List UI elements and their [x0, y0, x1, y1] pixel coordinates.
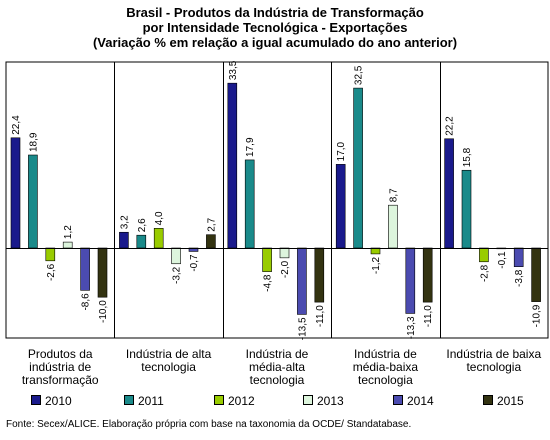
data-label-2011-3: 32,5 [354, 65, 365, 85]
data-label-2013-1: -3,2 [172, 266, 183, 284]
category-label-3-0: Indústria de [354, 347, 417, 361]
data-label-2014-4: -3,8 [514, 269, 525, 287]
category-label-0-2: transformação [22, 373, 99, 387]
bar-2010-3 [335, 164, 346, 249]
data-label-2011-2: 17,9 [245, 137, 256, 157]
data-label-2010-0: 22,4 [11, 115, 22, 135]
data-label-2014-0: -8,6 [81, 293, 92, 311]
bar-2013-1 [171, 247, 181, 265]
data-label-2011-0: 18,9 [28, 132, 39, 152]
bar-2010-2 [227, 82, 238, 249]
data-label-2012-2: -4,8 [263, 274, 274, 292]
legend-label-2010: 2010 [45, 394, 72, 408]
bar-2012-4 [479, 247, 489, 263]
legend-label-2013: 2013 [317, 394, 344, 408]
chart-legend: 2010 2011 2012 2013 2014 2015 [0, 394, 550, 410]
legend-swatch-2014 [393, 395, 403, 405]
title-line-3: (Variação % em relação a igual acumulado… [92, 35, 458, 50]
legend-swatch-2015 [483, 395, 493, 405]
bar-2013-0 [62, 241, 73, 249]
legend-item-2014: 2014 [393, 394, 434, 408]
bar-2012-1 [153, 228, 164, 249]
legend-item-2010: 2010 [31, 394, 72, 408]
legend-item-2013: 2013 [303, 394, 344, 408]
bar-2014-2 [297, 247, 307, 315]
bar-2011-0 [28, 154, 38, 249]
data-label-2013-2: -2,0 [280, 260, 291, 278]
bar-2010-1 [119, 231, 129, 249]
bar-2011-1 [136, 234, 147, 249]
bar-2014-3 [405, 247, 416, 314]
bar-2012-2 [262, 247, 272, 272]
bar-2011-2 [244, 159, 255, 249]
bar-2015-0 [97, 247, 108, 298]
data-label-2010-2: 33,5 [228, 60, 239, 80]
legend-label-2014: 2014 [407, 394, 434, 408]
data-label-2015-1: 2,7 [206, 217, 217, 231]
bar-2010-4 [444, 138, 454, 249]
legend-swatch-2010 [31, 395, 41, 405]
category-label-1-0: Indústria de alta [126, 347, 212, 361]
category-label-3-2: tecnologia [358, 373, 413, 387]
legend-swatch-2011 [124, 395, 134, 405]
category-label-0-1: indústria de [29, 360, 91, 374]
bar-2013-3 [388, 204, 398, 249]
data-label-2013-3: 8,7 [388, 188, 399, 202]
data-label-2015-0: -10,0 [98, 300, 109, 323]
legend-item-2012: 2012 [214, 394, 255, 408]
bar-2011-4 [461, 169, 472, 249]
legend-label-2015: 2015 [497, 394, 524, 408]
category-label-2-0: Indústria de [246, 347, 309, 361]
legend-swatch-2012 [214, 395, 224, 405]
category-label-0-0: Produtos da [28, 347, 93, 361]
data-label-2014-3: -13,3 [406, 316, 417, 339]
data-label-2014-2: -13,5 [297, 317, 308, 340]
bar-2014-0 [80, 247, 90, 291]
data-label-2011-1: 2,6 [137, 218, 148, 232]
data-label-2010-3: 17,0 [336, 141, 347, 161]
bar-chart: 22,4 3,2 33,5 17,0 22,2 18,9 2,6 17,9 32,5 15,8 -2… [5, 60, 549, 387]
category-label-3-1: média-baixa [353, 360, 419, 374]
data-label-2012-3: -1,2 [371, 256, 382, 274]
data-label-2010-1: 3,2 [119, 215, 130, 229]
legend-swatch-2013 [303, 395, 313, 405]
category-label-2-2: tecnologia [250, 373, 305, 387]
data-label-2015-4: -10,9 [532, 304, 543, 327]
data-label-2015-2: -11,0 [315, 305, 326, 327]
data-label-2012-0: -2,6 [46, 263, 57, 281]
category-label-1-1: tecnologia [141, 360, 196, 374]
title-line-2: por Intensidade Tecnológica - Exportaçõe… [142, 20, 408, 35]
bar-2010-0 [10, 137, 21, 249]
bar-2011-3 [353, 87, 363, 249]
bar-2015-2 [314, 247, 325, 303]
data-label-2012-4: -2,8 [479, 264, 490, 282]
category-label-4-1: tecnologia [466, 360, 521, 374]
legend-item-2015: 2015 [483, 394, 524, 408]
bar-2015-4 [531, 247, 541, 302]
bar-2014-4 [513, 247, 524, 267]
legend-label-2012: 2012 [228, 394, 255, 408]
chart-title: Brasil - Produtos da Indústria de Transf… [0, 5, 550, 50]
plot-area [5, 61, 549, 339]
data-label-2013-0: 1,2 [63, 225, 74, 239]
title-line-1: Brasil - Produtos da Indústria de Transf… [126, 5, 424, 20]
bar-2012-0 [45, 247, 56, 262]
data-label-2010-4: 22,2 [445, 116, 456, 136]
bar-2015-3 [422, 247, 433, 303]
legend-item-2011: 2011 [124, 394, 164, 408]
data-label-2013-4: -0,1 [497, 251, 508, 269]
source-note: Fonte: Secex/ALICE. Elaboração própria c… [6, 419, 412, 430]
category-label-4-0: Indústria de baixa [446, 347, 541, 361]
bar-2013-2 [279, 247, 290, 259]
bar-2015-1 [206, 234, 216, 249]
data-label-2015-3: -11,0 [423, 305, 434, 327]
data-label-2011-4: 15,8 [462, 147, 473, 167]
legend-label-2011: 2011 [138, 394, 164, 408]
data-label-2012-1: 4,0 [154, 211, 165, 225]
data-label-2014-1: -0,7 [189, 254, 200, 272]
category-label-2-1: média-alta [249, 360, 305, 374]
